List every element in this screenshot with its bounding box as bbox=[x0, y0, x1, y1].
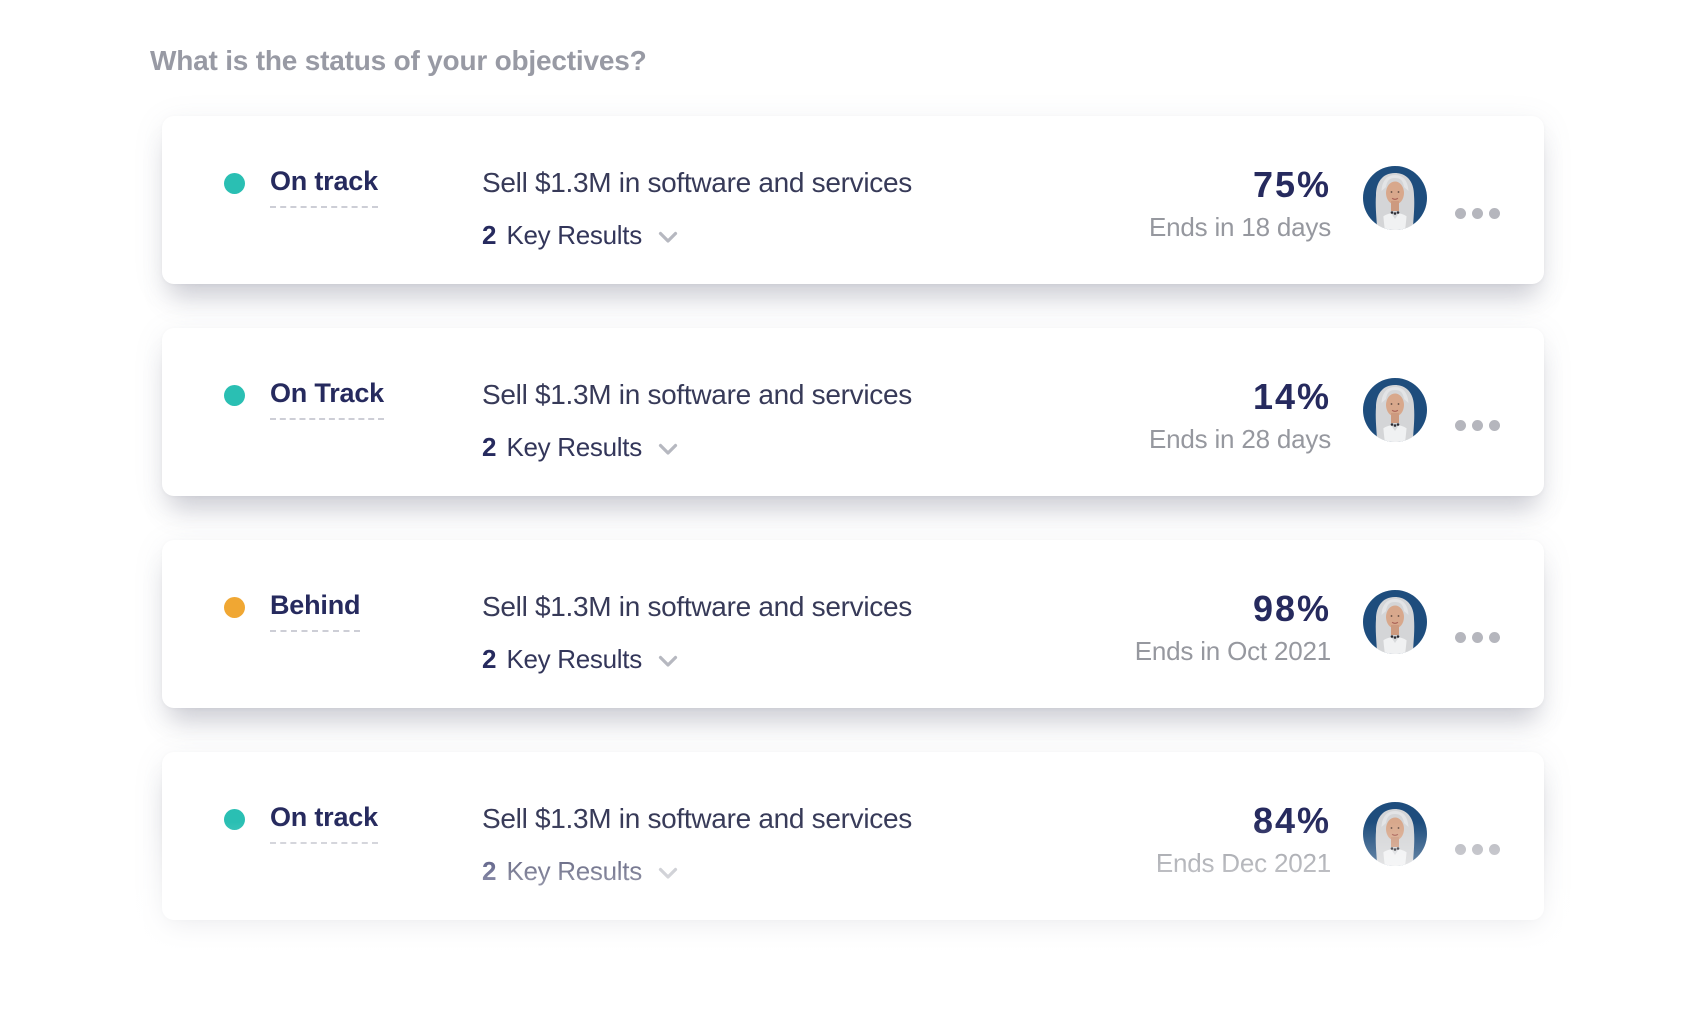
objective-title[interactable]: Sell $1.3M in software and services bbox=[482, 803, 912, 834]
owner-avatar-portrait bbox=[1363, 802, 1427, 866]
more-options-icon bbox=[1489, 844, 1500, 855]
objective-card: On track Sell $1.3M in software and serv… bbox=[162, 752, 1544, 920]
progress-percent: 14% bbox=[1252, 376, 1331, 417]
chevron-down-icon bbox=[658, 655, 677, 667]
more-options-icon bbox=[1489, 632, 1500, 643]
status-dot bbox=[224, 173, 245, 194]
objective-main: Sell $1.3M in software and services 2 Ke… bbox=[482, 166, 1111, 251]
more-options-icon bbox=[1489, 420, 1500, 431]
progress-percent: 84% bbox=[1252, 800, 1331, 841]
status-column: Behind bbox=[224, 590, 482, 632]
progress-column: 98% Ends in Oct 2021 bbox=[1111, 588, 1331, 667]
more-options-icon bbox=[1472, 632, 1483, 643]
key-results-count: 2 bbox=[482, 220, 497, 250]
chevron-down-icon bbox=[658, 231, 677, 243]
more-options-icon bbox=[1455, 844, 1466, 855]
more-options-icon bbox=[1472, 420, 1483, 431]
objective-card: On Track Sell $1.3M in software and serv… bbox=[162, 328, 1544, 496]
key-results-label: Key Results bbox=[506, 432, 642, 462]
objective-status[interactable]: On track bbox=[270, 166, 378, 208]
key-results-count: 2 bbox=[482, 432, 497, 462]
status-dot bbox=[224, 597, 245, 618]
owner-avatar-portrait bbox=[1363, 378, 1427, 442]
objective-status[interactable]: Behind bbox=[270, 590, 360, 632]
owner-avatar-portrait bbox=[1363, 590, 1427, 654]
objective-title[interactable]: Sell $1.3M in software and services bbox=[482, 591, 912, 622]
objective-main: Sell $1.3M in software and services 2 Ke… bbox=[482, 378, 1111, 463]
end-date: Ends in Oct 2021 bbox=[1134, 636, 1331, 666]
status-column: On track bbox=[224, 166, 482, 208]
objective-title[interactable]: Sell $1.3M in software and services bbox=[482, 167, 912, 198]
more-options-icon bbox=[1455, 632, 1466, 643]
page-title: What is the status of your objectives? bbox=[150, 45, 647, 76]
end-date: Ends Dec 2021 bbox=[1155, 848, 1331, 878]
key-results-count: 2 bbox=[482, 644, 497, 674]
objectives-list: On track Sell $1.3M in software and serv… bbox=[162, 116, 1544, 920]
objective-card: On track Sell $1.3M in software and serv… bbox=[162, 116, 1544, 284]
owner-avatar-portrait bbox=[1363, 166, 1427, 230]
chevron-down-icon bbox=[658, 443, 677, 455]
more-options-icon bbox=[1455, 420, 1466, 431]
key-results-toggle[interactable]: 2 Key Results bbox=[482, 432, 678, 463]
progress-percent: 98% bbox=[1252, 588, 1331, 629]
objective-main: Sell $1.3M in software and services 2 Ke… bbox=[482, 802, 1111, 887]
key-results-label: Key Results bbox=[506, 856, 642, 886]
owner-avatar[interactable] bbox=[1363, 590, 1427, 654]
key-results-toggle[interactable]: 2 Key Results bbox=[482, 644, 678, 675]
more-options-button[interactable] bbox=[1455, 416, 1500, 435]
objective-card: Behind Sell $1.3M in software and servic… bbox=[162, 540, 1544, 708]
more-options-icon bbox=[1455, 208, 1466, 219]
key-results-toggle[interactable]: 2 Key Results bbox=[482, 856, 678, 887]
key-results-label: Key Results bbox=[506, 644, 642, 674]
key-results-count: 2 bbox=[482, 856, 497, 886]
progress-column: 75% Ends in 18 days bbox=[1111, 164, 1331, 243]
objective-status[interactable]: On track bbox=[270, 802, 378, 844]
key-results-label: Key Results bbox=[506, 220, 642, 250]
progress-column: 14% Ends in 28 days bbox=[1111, 376, 1331, 455]
progress-percent: 75% bbox=[1252, 164, 1331, 205]
key-results-toggle[interactable]: 2 Key Results bbox=[482, 220, 678, 251]
owner-avatar[interactable] bbox=[1363, 166, 1427, 230]
more-options-button[interactable] bbox=[1455, 840, 1500, 859]
objective-status[interactable]: On Track bbox=[270, 378, 384, 420]
objective-main: Sell $1.3M in software and services 2 Ke… bbox=[482, 590, 1111, 675]
more-options-button[interactable] bbox=[1455, 204, 1500, 223]
more-options-icon bbox=[1472, 208, 1483, 219]
status-column: On track bbox=[224, 802, 482, 844]
chevron-down-icon bbox=[658, 867, 677, 879]
owner-avatar[interactable] bbox=[1363, 378, 1427, 442]
end-date: Ends in 18 days bbox=[1148, 212, 1331, 242]
end-date: Ends in 28 days bbox=[1148, 424, 1331, 454]
status-column: On Track bbox=[224, 378, 482, 420]
owner-avatar[interactable] bbox=[1363, 802, 1427, 866]
more-options-button[interactable] bbox=[1455, 628, 1500, 647]
more-options-icon bbox=[1472, 844, 1483, 855]
more-options-icon bbox=[1489, 208, 1500, 219]
status-dot bbox=[224, 385, 245, 406]
status-dot bbox=[224, 809, 245, 830]
objective-title[interactable]: Sell $1.3M in software and services bbox=[482, 379, 912, 410]
progress-column: 84% Ends Dec 2021 bbox=[1111, 800, 1331, 879]
